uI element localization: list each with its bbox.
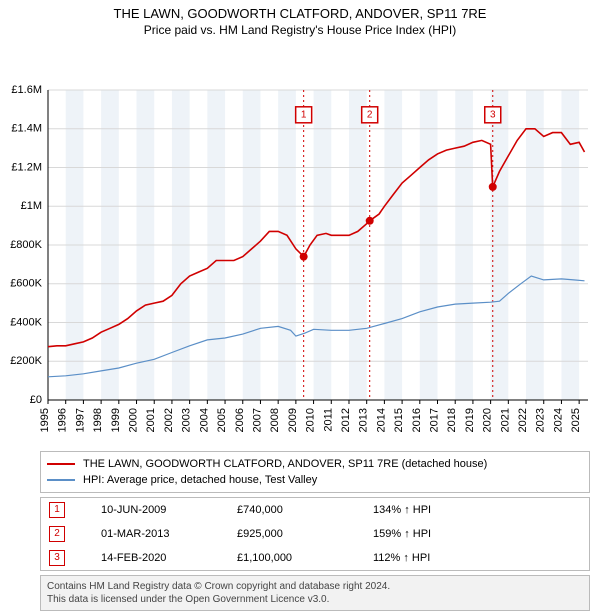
- svg-text:2001: 2001: [145, 408, 157, 432]
- legend-label: HPI: Average price, detached house, Test…: [83, 472, 317, 488]
- svg-text:£200K: £200K: [10, 356, 42, 368]
- svg-text:2005: 2005: [216, 408, 228, 432]
- event-delta: 159% ↑ HPI: [365, 522, 589, 546]
- svg-text:2010: 2010: [305, 408, 317, 432]
- svg-text:2017: 2017: [429, 408, 441, 432]
- event-delta: 112% ↑ HPI: [365, 546, 589, 570]
- svg-text:£1M: £1M: [21, 201, 42, 213]
- attribution-footer: Contains HM Land Registry data © Crown c…: [40, 575, 590, 611]
- svg-text:£1.6M: £1.6M: [11, 84, 42, 96]
- svg-text:2023: 2023: [535, 408, 547, 432]
- svg-text:2003: 2003: [181, 408, 193, 432]
- svg-text:2021: 2021: [499, 408, 511, 432]
- event-date: 14-FEB-2020: [93, 546, 229, 570]
- svg-text:2007: 2007: [251, 408, 263, 432]
- price-chart: £0 £200K £400K £600K £800K £1M £1.2M £1.4M £1.6M…: [0, 38, 600, 440]
- legend-label: THE LAWN, GOODWORTH CLATFORD, ANDOVER, S…: [83, 456, 487, 472]
- svg-text:2013: 2013: [358, 408, 370, 432]
- svg-text:£0: £0: [30, 394, 42, 406]
- chart-title: THE LAWN, GOODWORTH CLATFORD, ANDOVER, S…: [0, 6, 600, 23]
- event-date: 10-JUN-2009: [93, 498, 229, 522]
- svg-text:£600K: £600K: [10, 278, 42, 290]
- legend-swatch: [47, 463, 75, 465]
- svg-text:2000: 2000: [128, 408, 140, 432]
- svg-text:2014: 2014: [375, 408, 387, 432]
- svg-text:£1.2M: £1.2M: [11, 162, 42, 174]
- event-marker-icon: 2: [49, 526, 65, 542]
- chart-legend: THE LAWN, GOODWORTH CLATFORD, ANDOVER, S…: [40, 451, 590, 493]
- event-row: 2 01-MAR-2013 £925,000 159% ↑ HPI: [41, 522, 589, 546]
- legend-item-property: THE LAWN, GOODWORTH CLATFORD, ANDOVER, S…: [47, 456, 583, 472]
- svg-text:1: 1: [301, 110, 307, 121]
- svg-text:2008: 2008: [269, 408, 281, 432]
- svg-text:2022: 2022: [517, 408, 529, 432]
- svg-text:2004: 2004: [198, 408, 210, 432]
- events-table: 1 10-JUN-2009 £740,000 134% ↑ HPI 2 01-M…: [40, 497, 590, 571]
- event-price: £740,000: [229, 498, 365, 522]
- event-marker-icon: 1: [49, 502, 65, 518]
- svg-text:2019: 2019: [464, 408, 476, 432]
- event-row: 3 14-FEB-2020 £1,100,000 112% ↑ HPI: [41, 546, 589, 570]
- legend-item-hpi: HPI: Average price, detached house, Test…: [47, 472, 583, 488]
- svg-text:£400K: £400K: [10, 317, 42, 329]
- event-date: 01-MAR-2013: [93, 522, 229, 546]
- svg-text:2009: 2009: [287, 408, 299, 432]
- svg-text:2011: 2011: [322, 408, 334, 432]
- svg-text:2: 2: [367, 110, 373, 121]
- event-row: 1 10-JUN-2009 £740,000 134% ↑ HPI: [41, 498, 589, 522]
- event-price: £925,000: [229, 522, 365, 546]
- event-marker-icon: 3: [49, 550, 65, 566]
- svg-text:1999: 1999: [110, 408, 122, 432]
- svg-text:1996: 1996: [57, 408, 69, 432]
- svg-text:1997: 1997: [74, 408, 86, 432]
- svg-text:1995: 1995: [39, 408, 51, 432]
- event-price: £1,100,000: [229, 546, 365, 570]
- svg-text:£1.4M: £1.4M: [11, 123, 42, 135]
- legend-swatch: [47, 479, 75, 481]
- footer-line: This data is licensed under the Open Gov…: [47, 593, 583, 606]
- svg-text:2002: 2002: [163, 408, 175, 432]
- svg-text:2024: 2024: [552, 408, 564, 432]
- svg-text:2025: 2025: [570, 408, 582, 432]
- chart-subtitle: Price paid vs. HM Land Registry's House …: [0, 23, 600, 39]
- svg-text:3: 3: [490, 110, 496, 121]
- svg-text:2020: 2020: [482, 408, 494, 432]
- svg-text:1998: 1998: [92, 408, 104, 432]
- svg-text:2018: 2018: [446, 408, 458, 432]
- svg-text:2012: 2012: [340, 408, 352, 432]
- svg-text:2006: 2006: [234, 408, 246, 432]
- svg-text:£800K: £800K: [10, 239, 42, 251]
- footer-line: Contains HM Land Registry data © Crown c…: [47, 580, 583, 593]
- svg-text:2015: 2015: [393, 408, 405, 432]
- svg-text:2016: 2016: [411, 408, 423, 432]
- event-delta: 134% ↑ HPI: [365, 498, 589, 522]
